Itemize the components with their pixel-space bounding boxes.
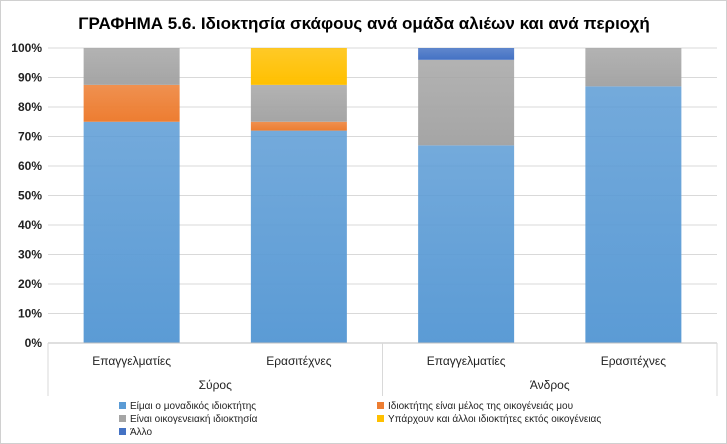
legend-label: Ιδιοκτήτης είναι μέλος της οικογένειάς μ… [388,400,573,412]
legend-label: Είναι οικογενειακή ιδιοκτησία [130,413,258,425]
legend-item: Είναι οικογενειακή ιδιοκτησία [119,413,258,425]
legend-swatch [119,415,126,422]
bar-segment [83,84,180,122]
x-group-label: Σύρος [199,378,232,392]
y-tick-label: 40% [18,218,42,232]
bar-segment [418,145,515,343]
y-tick-label: 50% [18,189,42,203]
legend-label: Άλλο [130,427,153,438]
legend-swatch [119,428,126,435]
bar-segment [250,130,347,343]
x-group-label: Άνδρος [530,378,570,392]
y-tick-label: 60% [18,159,42,173]
legend-label: Υπάρχουν και άλλοι ιδιοκτήτες εκτός οικο… [388,413,601,425]
y-tick-label: 0% [25,336,43,350]
legend-swatch [377,402,384,409]
x-category-label: Ερασιτέχνες [601,354,667,368]
y-tick-label: 90% [18,71,42,85]
y-tick-label: 80% [18,100,42,114]
bar-segment [83,121,180,343]
y-tick-label: 20% [18,277,42,291]
x-category-label: Επαγγελματίες [92,354,171,368]
legend-item: Άλλο [119,427,153,438]
bar-segment [250,84,347,122]
y-tick-label: 70% [18,130,42,144]
chart-title: ΓΡΑΦΗΜΑ 5.6. Ιδιοκτησία σκάφους ανά ομάδ… [78,14,650,33]
bar-segment [418,48,515,60]
y-tick-label: 30% [18,248,42,262]
legend-item: Είμαι ο μοναδικός ιδιοκτήτης [119,400,256,412]
bar-segment [250,121,347,131]
legend-swatch [377,415,384,422]
bar-segment [585,48,682,87]
bar-segment [585,86,682,343]
legend-swatch [119,402,126,409]
x-category-label: Επαγγελματίες [427,354,506,368]
x-category-label: Ερασιτέχνες [266,354,332,368]
y-tick-label: 100% [11,41,42,55]
legend-item: Ιδιοκτήτης είναι μέλος της οικογένειάς μ… [377,400,573,412]
y-tick-label: 10% [18,307,42,321]
bar-segment [250,48,347,85]
bar-segment [418,59,515,146]
legend-item: Υπάρχουν και άλλοι ιδιοκτήτες εκτός οικο… [377,413,601,425]
bar-segment [83,48,180,85]
legend-label: Είμαι ο μοναδικός ιδιοκτήτης [130,400,256,412]
